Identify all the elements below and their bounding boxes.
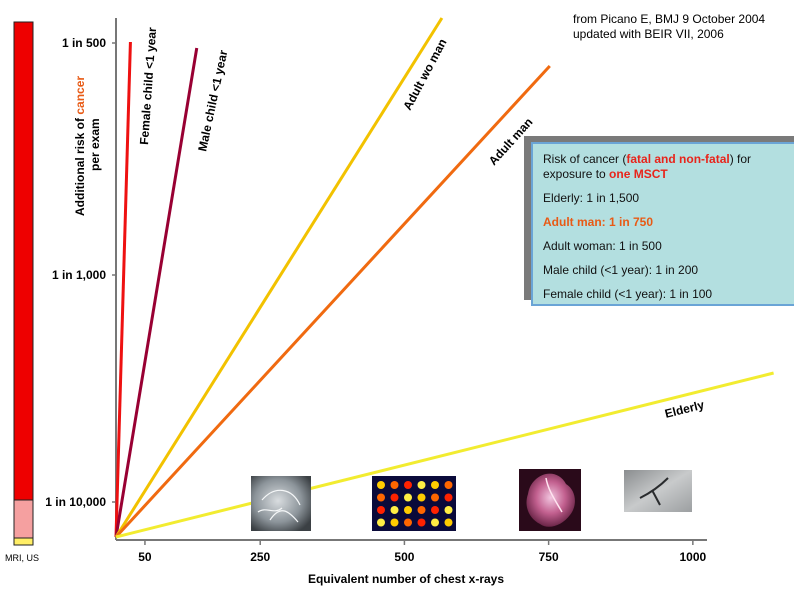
source-citation: from Picano E, BMJ 9 October 2004 update…: [573, 12, 765, 42]
series-label-male-child: Male child <1 year: [195, 49, 230, 153]
nuclear-scan-cell: [417, 506, 426, 514]
nuclear-scan-cell: [444, 518, 453, 527]
y-axis-label: Additional risk of cancer: [73, 76, 87, 216]
series-lines: [114, 17, 774, 539]
nuclear-scan-cell: [417, 493, 426, 502]
infobox-row-elderly: Elderly: 1 in 1,500: [543, 191, 640, 205]
y-tick-label-1000: 1 in 1,000: [52, 268, 106, 282]
nuclear-scan-cell: [431, 493, 439, 502]
scale-bar-yellow: [13, 537, 34, 546]
x-tick-label-750: 750: [539, 550, 559, 564]
series-label-female-child: Female child <1 year: [137, 26, 159, 145]
x-tick-label-500: 500: [394, 550, 414, 564]
series-line-0: [114, 41, 132, 538]
y-tick-label-500: 1 in 500: [62, 36, 106, 50]
y-tick-label-10000: 1 in 10,000: [45, 495, 106, 509]
x-tick-label-1000: 1000: [679, 550, 706, 564]
series-label-elderly: Elderly: [663, 398, 706, 421]
nuclear-scan-cell: [377, 506, 385, 514]
nuclear-scan-cell: [404, 506, 412, 514]
x-axis-label: Equivalent number of chest x-rays: [308, 572, 504, 586]
infobox-row-female-child: Female child (<1 year): 1 in 100: [543, 287, 713, 301]
nuclear-scan-cell: [444, 506, 453, 514]
y-axis-label-line2: per exam: [88, 118, 102, 171]
nuclear-scan-cell: [444, 493, 453, 502]
nuclear-scan-cell: [377, 493, 385, 502]
scale-bar-pink: [13, 499, 34, 539]
scale-bar-red: [13, 21, 34, 501]
nuclear-scan-cell: [431, 518, 439, 527]
series-line-3: [114, 64, 551, 539]
x-tick-label-50: 50: [138, 550, 152, 564]
nuclear-scan-cell: [431, 506, 439, 514]
nuclear-scan-cell: [404, 493, 412, 502]
nuclear-scan-cell: [390, 481, 399, 489]
series-line-1: [114, 47, 199, 538]
source-line-1: from Picano E, BMJ 9 October 2004: [573, 12, 766, 26]
infobox-row-male-child: Male child (<1 year): 1 in 200: [543, 263, 699, 277]
infobox-title-line2: exposure to one MSCT: [543, 167, 668, 181]
series-line-4: [115, 371, 774, 539]
nuclear-scan-cell: [417, 518, 426, 527]
nuclear-scan-cell: [404, 481, 412, 489]
thumbnail-nuclear-scan: [372, 476, 456, 531]
thumbnail-ct-heart: [519, 469, 581, 531]
risk-infobox: Risk of cancer (fatal and non-fatal) for…: [531, 142, 794, 306]
thumbnail-angiography: [251, 476, 311, 531]
source-line-2: updated with BEIR VII, 2006: [573, 27, 724, 41]
nuclear-scan-cell: [444, 481, 453, 489]
thumbnail-xray-angiogram: [624, 470, 692, 512]
infobox-row-adult-man: Adult man: 1 in 750: [543, 215, 654, 229]
infobox-title: Risk of cancer (fatal and non-fatal) for: [543, 152, 752, 166]
nuclear-scan-cell: [377, 518, 385, 527]
scale-bar-label: MRI, US: [5, 553, 39, 563]
nuclear-scan-cell: [390, 506, 399, 514]
nuclear-scan-cell: [417, 481, 426, 489]
infobox-row-adult-woman: Adult woman: 1 in 500: [543, 239, 662, 253]
x-ticks: 50 250 500 750 1000: [138, 540, 707, 564]
nuclear-scan-cell: [431, 481, 439, 489]
nuclear-scan-cell: [404, 518, 412, 527]
nuclear-scan-cell: [390, 493, 399, 502]
nuclear-scan-cell: [390, 518, 399, 527]
series-line-2: [114, 17, 444, 538]
x-tick-label-250: 250: [250, 550, 270, 564]
nuclear-scan-cell: [377, 481, 385, 489]
